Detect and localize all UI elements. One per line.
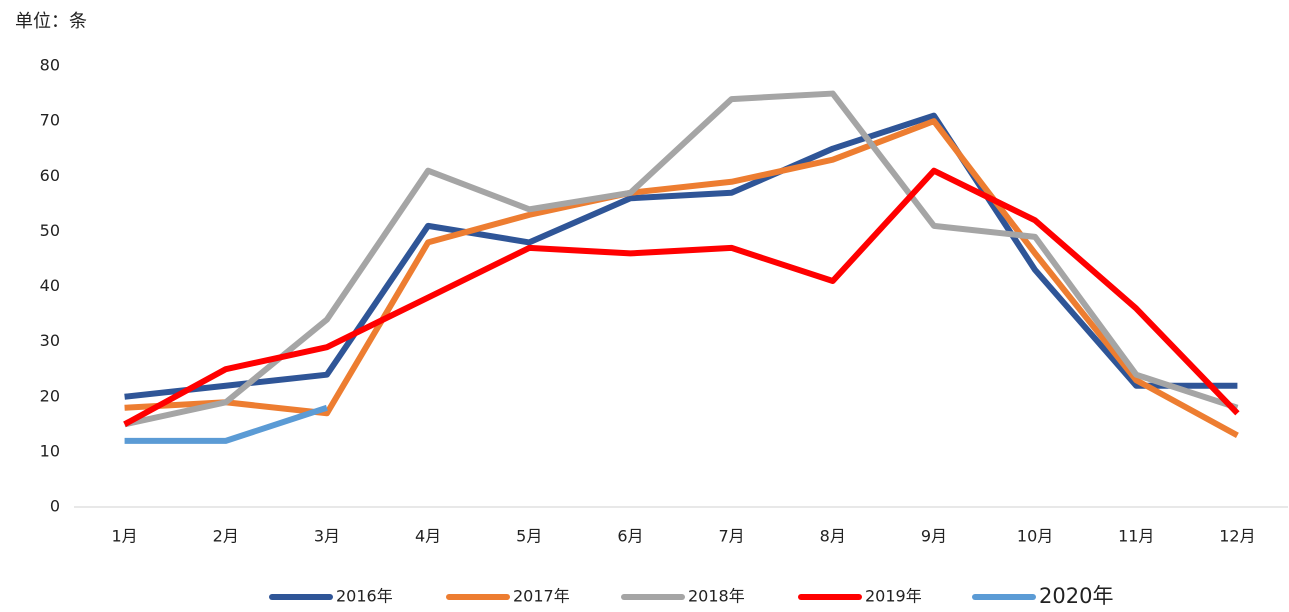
x-tick-label: 2月	[213, 527, 239, 546]
x-tick-label: 11月	[1118, 527, 1154, 546]
legend-label: 2018年	[688, 587, 745, 606]
y-tick-label: 30	[40, 331, 60, 350]
x-tick-label: 7月	[718, 527, 744, 546]
legend-label: 2019年	[865, 587, 922, 606]
x-tick-label: 1月	[111, 527, 137, 546]
y-tick-label: 50	[40, 221, 60, 240]
x-tick-label: 10月	[1017, 527, 1053, 546]
unit-label: 单位：条	[15, 11, 87, 32]
series-line	[124, 118, 1239, 438]
legend-label: 2017年	[513, 587, 570, 606]
x-tick-label: 8月	[820, 527, 846, 546]
x-tick-label: 6月	[617, 527, 643, 546]
y-tick-label: 10	[40, 441, 60, 460]
y-tick-label: 40	[40, 276, 60, 295]
y-tick-label: 0	[50, 497, 60, 516]
x-tick-label: 9月	[921, 527, 947, 546]
x-tick-label: 12月	[1219, 527, 1255, 546]
series-line	[124, 112, 1238, 400]
legend-label: 2016年	[336, 587, 393, 606]
series-line	[123, 167, 1240, 427]
y-tick-label: 60	[40, 166, 60, 185]
x-tick-label: 5月	[516, 527, 542, 546]
y-tick-label: 20	[40, 386, 60, 405]
y-tick-label: 70	[40, 111, 60, 130]
x-tick-label: 4月	[415, 527, 441, 546]
legend-label: 2020年	[1039, 584, 1113, 608]
series-line	[123, 90, 1239, 428]
y-tick-label: 80	[40, 56, 60, 75]
series-line	[124, 404, 328, 444]
x-tick-label: 3月	[314, 527, 340, 546]
